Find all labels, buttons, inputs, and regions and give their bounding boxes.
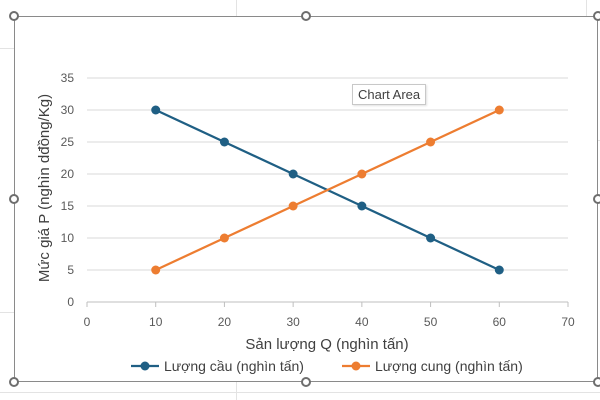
y-tick-label: 5	[67, 263, 74, 277]
x-tick-label: 70	[561, 315, 575, 329]
y-tick-label: 15	[61, 199, 75, 213]
data-point[interactable]	[494, 265, 504, 275]
x-tick-label: 50	[424, 315, 438, 329]
plot-area[interactable]	[151, 105, 504, 275]
y-tick-label: 0	[67, 295, 74, 309]
resize-handle-middle-right[interactable]	[593, 194, 600, 204]
resize-handle-bottom-center[interactable]	[301, 377, 311, 387]
cell-gridline	[236, 0, 237, 16]
x-tick-label: 60	[493, 315, 507, 329]
cell-gridline	[0, 392, 600, 393]
data-point[interactable]	[219, 233, 229, 243]
legend-label: Lượng cung (nghìn tấn)	[375, 358, 523, 374]
x-tick-label: 40	[355, 315, 369, 329]
legend-marker-swatch	[351, 361, 361, 371]
y-axis-title[interactable]: Mức giá P (nghìn dđồng/Kg)	[36, 94, 53, 282]
data-point[interactable]	[357, 169, 367, 179]
legend-marker-swatch	[140, 361, 150, 371]
chart-area-tooltip: Chart Area	[352, 84, 427, 105]
x-tick-label: 0	[84, 315, 91, 329]
data-point[interactable]	[494, 105, 504, 115]
axes: Mức giá P (nghìn dđồng/Kg) Sản lượng Q (…	[36, 71, 575, 353]
data-point[interactable]	[426, 137, 436, 147]
data-point[interactable]	[288, 169, 298, 179]
x-axis-title[interactable]: Sản lượng Q (nghìn tấn)	[245, 336, 408, 353]
series-supply[interactable]	[151, 105, 504, 275]
resize-handle-bottom-right[interactable]	[593, 377, 600, 387]
cell-gridline	[0, 312, 14, 313]
cell-gridline	[0, 48, 14, 49]
data-point[interactable]	[288, 201, 298, 211]
legend-item-supply[interactable]: Lượng cung (nghìn tấn)	[342, 358, 523, 374]
data-point[interactable]	[219, 137, 229, 147]
legend-item-demand[interactable]: Lượng cầu (nghìn tấn)	[131, 358, 304, 374]
legend[interactable]: Lượng cầu (nghìn tấn) Lượng cung (nghìn t…	[131, 358, 523, 374]
resize-handle-top-center[interactable]	[301, 11, 311, 21]
resize-handle-middle-left[interactable]	[9, 194, 19, 204]
cell-gridline	[598, 140, 600, 141]
y-tick-label: 35	[61, 71, 75, 85]
x-tick-label: 20	[218, 315, 232, 329]
resize-handle-top-left[interactable]	[9, 11, 19, 21]
data-point[interactable]	[426, 233, 436, 243]
y-tick-label: 10	[61, 231, 75, 245]
data-point[interactable]	[357, 201, 367, 211]
x-tick-label: 30	[286, 315, 300, 329]
cell-gridline	[236, 382, 237, 400]
data-point[interactable]	[151, 105, 161, 115]
legend-label: Lượng cầu (nghìn tấn)	[164, 358, 304, 374]
cell-gridline	[586, 0, 587, 16]
resize-handle-top-right[interactable]	[593, 11, 600, 21]
gridlines	[86, 77, 569, 307]
y-tick-label: 30	[61, 103, 75, 117]
data-point[interactable]	[151, 265, 161, 275]
x-tick-label: 10	[149, 315, 163, 329]
y-tick-label: 20	[61, 167, 75, 181]
resize-handle-bottom-left[interactable]	[9, 377, 19, 387]
series-line[interactable]	[155, 108, 500, 272]
y-tick-label: 25	[61, 135, 75, 149]
